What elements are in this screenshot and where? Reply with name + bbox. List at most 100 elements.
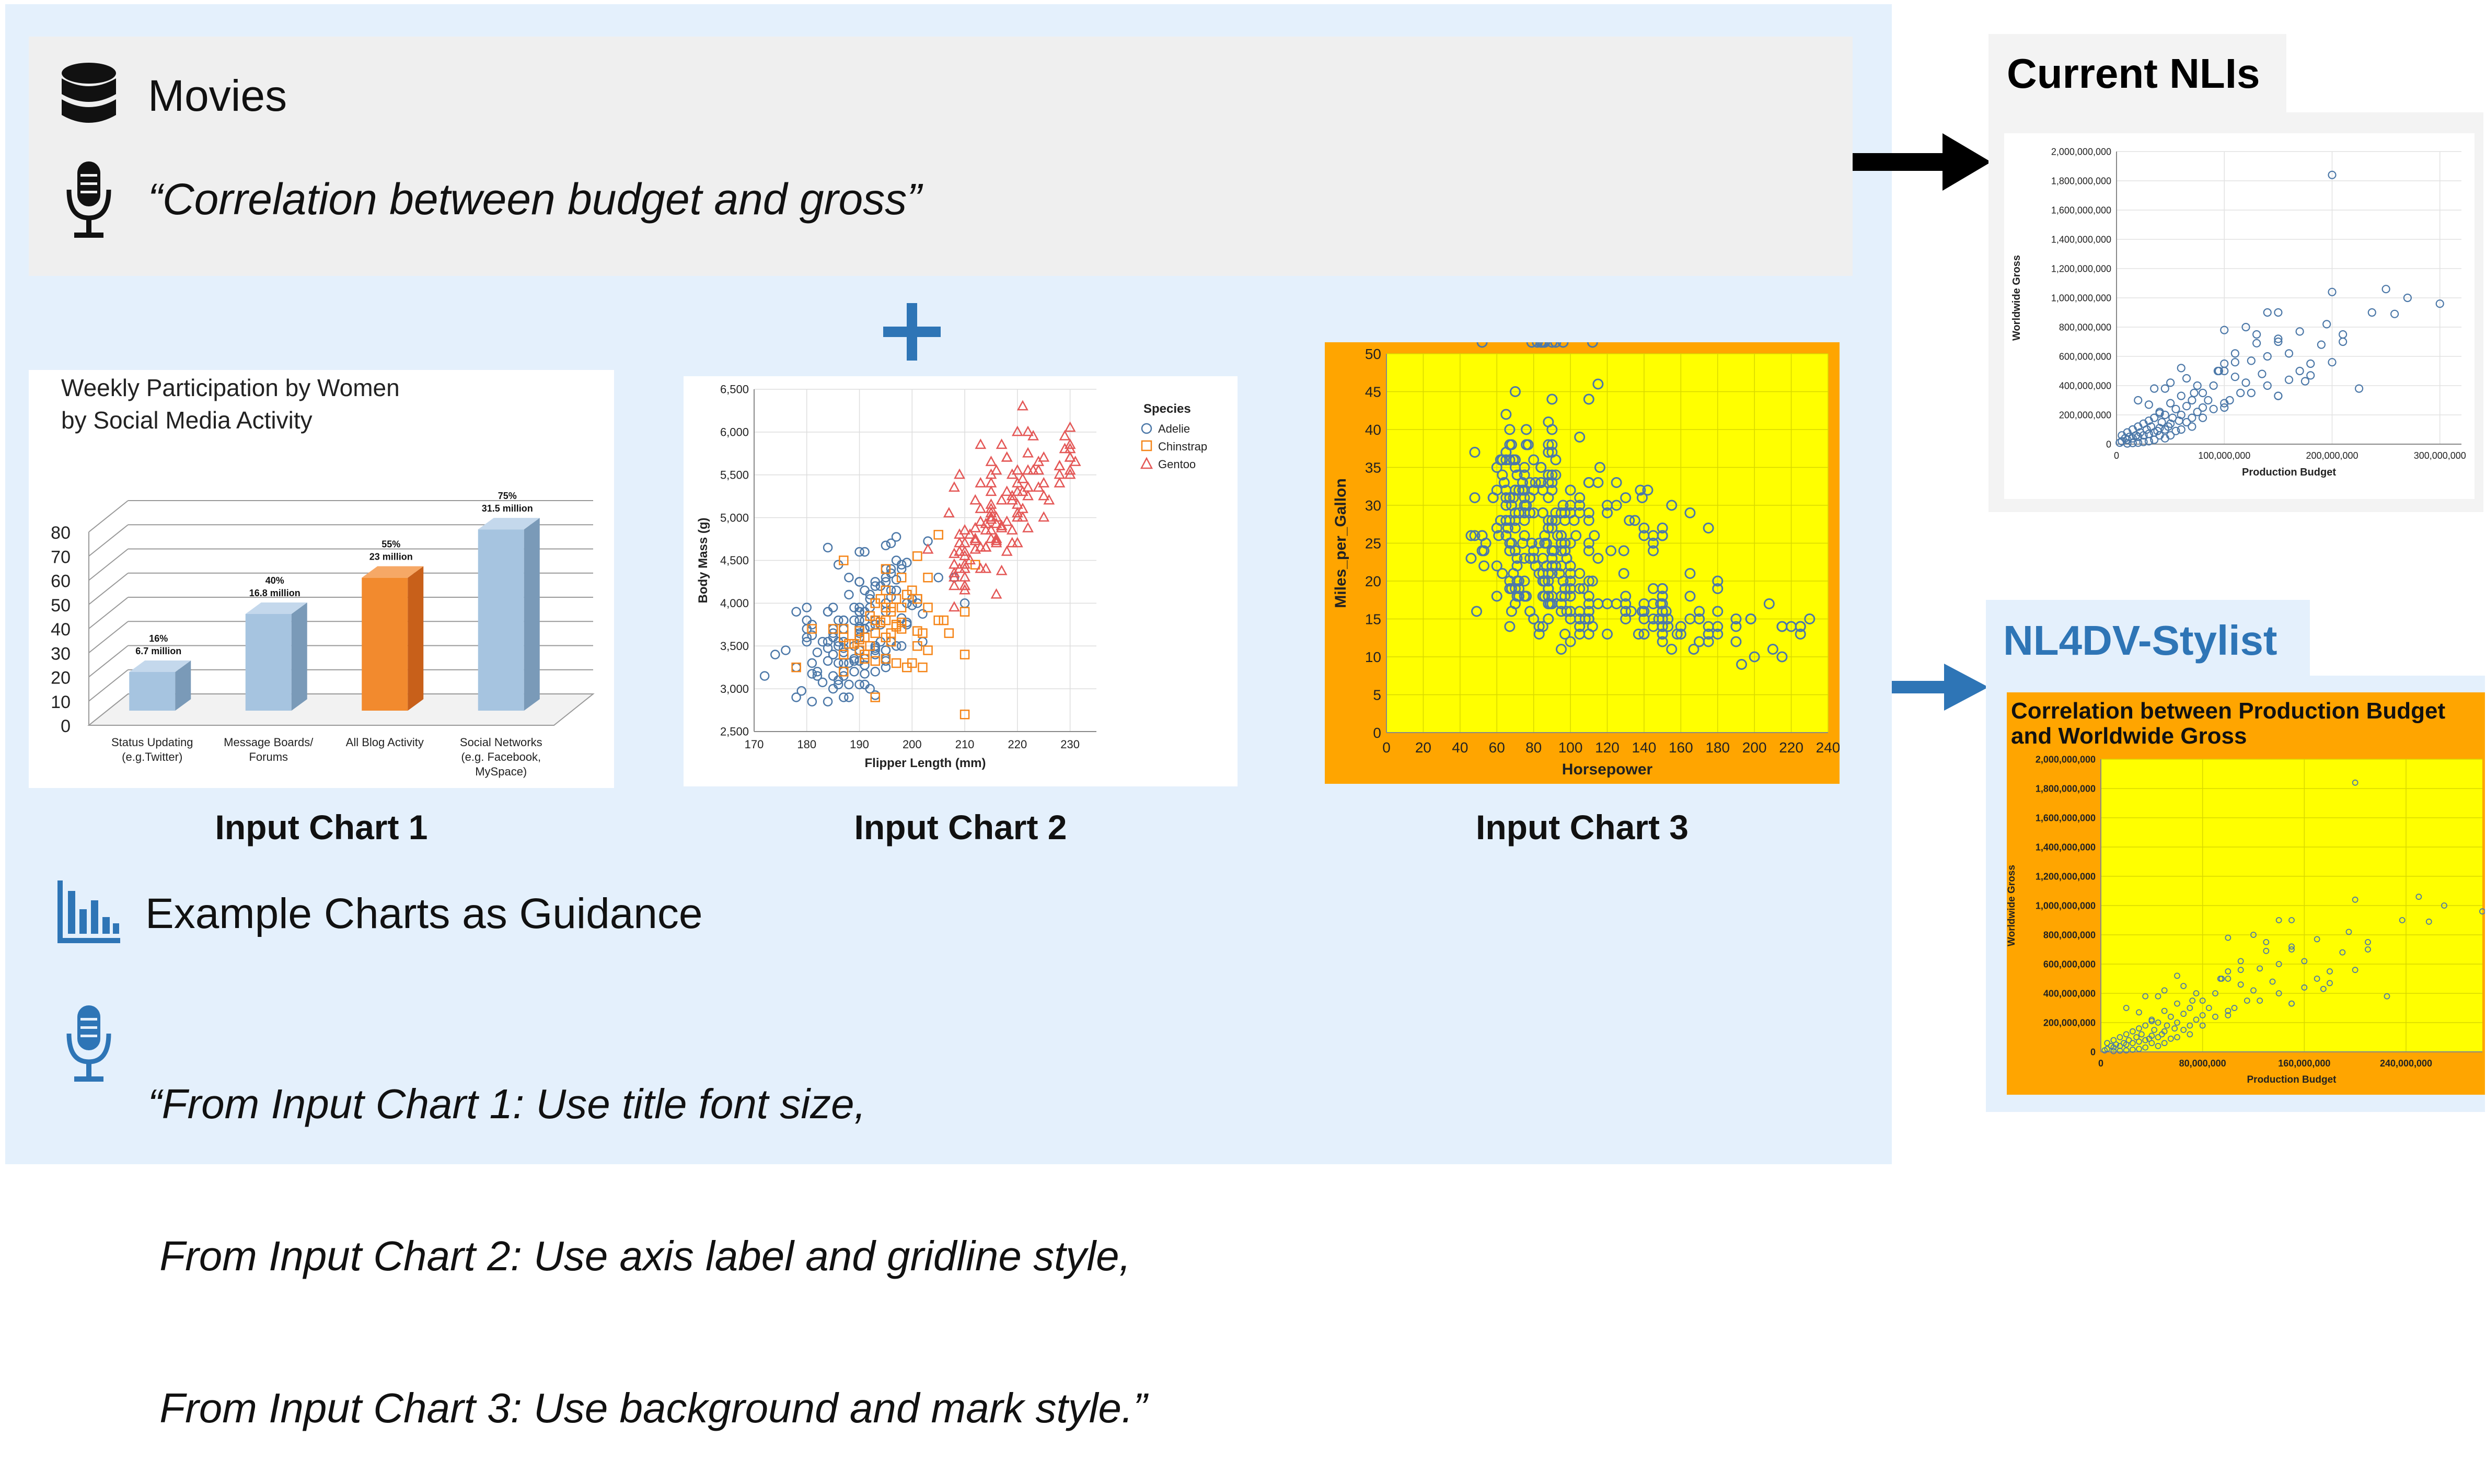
point [2237,958,2244,965]
point [1688,644,1699,655]
x-tick-label: 0 [2098,1058,2103,1069]
point [2250,932,2257,938]
point [1064,421,1076,432]
chart1-xtick: Social Networks [460,736,542,749]
point [2217,976,2224,982]
chart1-bar-side [291,602,307,711]
y-tick-label: 200,000,000 [2059,410,2111,420]
point [2161,987,2168,994]
point [918,609,928,619]
point [944,628,954,638]
point [791,662,801,673]
point [2187,1031,2193,1038]
point [1509,386,1521,397]
point [1657,636,1668,647]
point [854,547,864,557]
point [1502,523,1513,534]
point [2150,384,2159,393]
point [1033,455,1045,466]
point [1583,575,1594,587]
chart1-bar [129,672,176,711]
query-utterance: “Correlation between budget and gross” [148,175,922,224]
point [1509,583,1521,594]
y-tick-label: 6,000 [720,426,749,439]
point [2193,1016,2200,1023]
chart1-ytick: 20 [51,668,71,688]
x-tick-label: 200,000,000 [2306,450,2358,461]
point [1500,454,1512,466]
point [1513,507,1524,518]
point [2146,1035,2153,1042]
point [1022,425,1034,436]
y-tick-label: 35 [1365,459,1381,476]
point [2160,384,2169,393]
point [2177,391,2186,400]
chart1-xtick: Message Boards/ [224,736,314,749]
point [1638,530,1650,541]
point [2134,432,2143,442]
current-nlis-chart-box: 0 200,000,000 400,000,000 600,000,000 800,00… [1988,112,2483,512]
y-tick-label: 3,500 [720,640,749,653]
point [2212,990,2218,996]
point [839,650,849,659]
point [891,594,901,604]
point [2274,391,2283,400]
point [1504,545,1516,556]
point [2209,404,2218,413]
point [1546,523,1558,534]
point [1648,583,1659,594]
point [2327,980,2333,987]
chart1-ytick: 60 [51,572,71,592]
point [2275,917,2282,923]
chart1-data-label: 16.8 million [249,588,300,598]
point [1633,629,1644,640]
point [2187,1005,2193,1011]
point [839,692,849,702]
point [2441,902,2447,909]
chart1-title-line2: by Social Media Activity [61,407,313,434]
point [2117,1047,2123,1054]
point [2320,986,2327,992]
point [2198,388,2207,398]
point [2328,287,2337,296]
point [2161,1040,2168,1047]
point [1054,477,1066,488]
point [969,535,981,546]
point [844,692,854,702]
point [2134,396,2143,405]
point [959,579,970,590]
point [1469,447,1481,458]
point [907,600,917,610]
point [1524,492,1536,503]
point [1537,484,1548,496]
point [2274,337,2283,346]
point [1642,484,1654,496]
point [844,589,854,600]
point [901,662,912,673]
microphone-icon-guidance [66,1005,111,1082]
point [2180,1011,2187,1017]
point [2187,1022,2193,1029]
point [2352,779,2358,786]
point [2198,413,2207,422]
point [2220,326,2229,334]
point [1730,613,1742,624]
point [1471,606,1483,617]
point [1703,523,1714,534]
point [2435,299,2444,308]
point [1555,644,1567,655]
y-tick-label: 45 [1365,384,1381,400]
point [975,438,987,449]
point [1618,545,1629,556]
point [2188,396,2196,405]
point [2110,1037,2117,1044]
point [2269,978,2276,985]
point [1487,492,1499,503]
point [1513,583,1524,594]
point [844,679,854,690]
point [807,658,817,668]
point [1583,606,1594,617]
point [854,626,864,636]
point [2213,366,2222,376]
point [896,560,907,570]
